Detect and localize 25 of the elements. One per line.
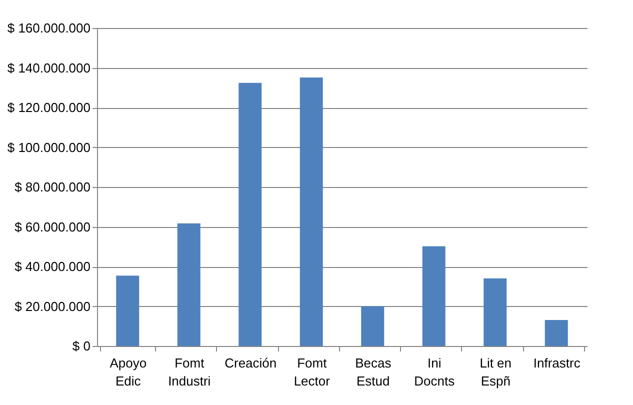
y-tick-label: $ 40.000.000 — [14, 259, 90, 274]
y-tick-label: $ 80.000.000 — [14, 180, 90, 194]
x-tick-label: Infrastrc — [533, 356, 581, 370]
x-tick-label: Apoyo Edic — [110, 356, 147, 388]
bar — [484, 278, 507, 346]
bar — [300, 77, 323, 346]
y-tick-label: $ 160.000.000 — [7, 20, 90, 36]
y-tick-label: $ 20.000.000 — [14, 298, 90, 314]
x-tick-label: Creación — [224, 356, 277, 370]
bar — [544, 320, 568, 346]
bar — [422, 246, 446, 346]
x-tick-label: Lit en Espñ — [480, 356, 512, 388]
bar — [361, 306, 384, 346]
x-tick-label: Fomt Lector — [294, 356, 331, 388]
y-tick-label: $ 100.000.000 — [7, 140, 90, 155]
x-tick-label: Becas Estud — [355, 356, 392, 388]
x-tick-label: Fomt Industri — [168, 356, 211, 388]
bar — [116, 276, 140, 346]
y-tick-label: $ 0 — [72, 338, 90, 354]
x-tick-label: Ini Docnts — [414, 356, 456, 388]
bar — [177, 223, 200, 346]
y-tick-label: $ 140.000.000 — [7, 60, 90, 76]
y-tick-label: $ 60.000.000 — [14, 219, 90, 234]
bar — [238, 82, 262, 346]
y-tick-label: $ 120.000.000 — [7, 100, 90, 115]
